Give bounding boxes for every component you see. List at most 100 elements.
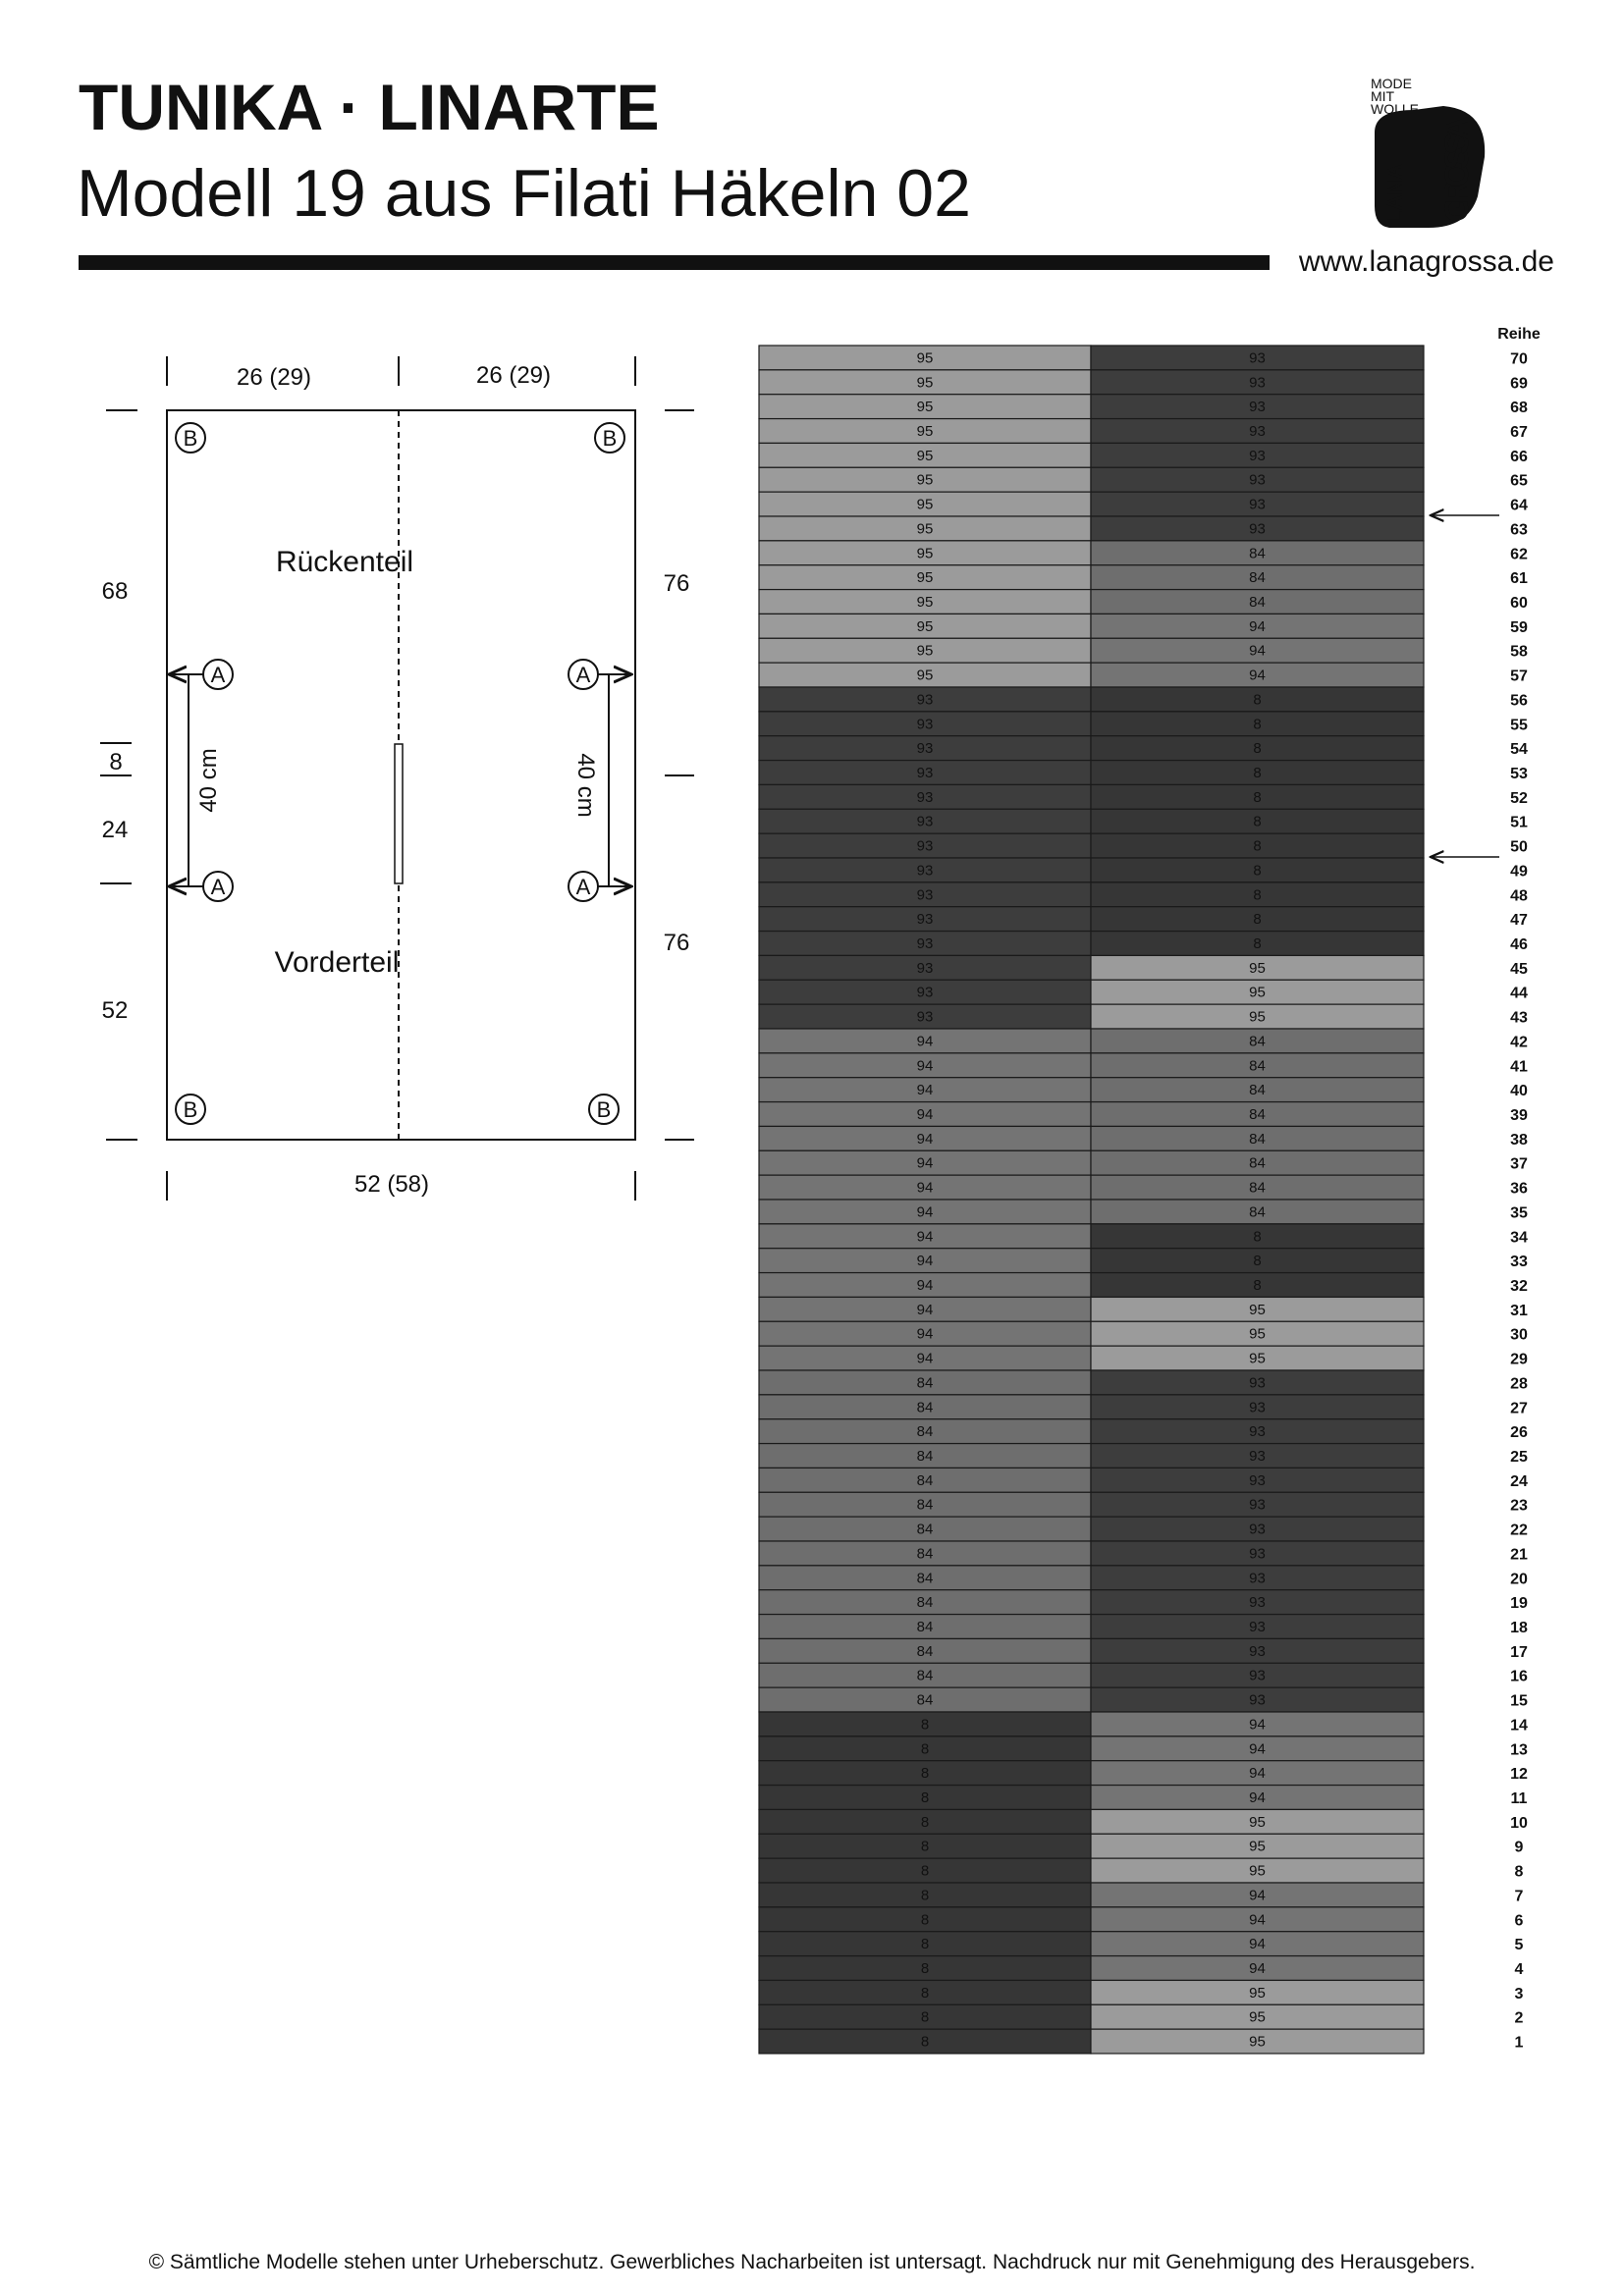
yarn-code: 84 xyxy=(917,1545,934,1562)
yarn-cell xyxy=(758,783,1092,810)
yarn-code: 93 xyxy=(917,691,934,708)
yarn-code: 95 xyxy=(1249,1985,1266,2002)
yarn-code: 8 xyxy=(921,1960,929,1977)
row-number: 17 xyxy=(1510,1644,1528,1661)
row-number: 42 xyxy=(1510,1034,1528,1050)
row-number: 15 xyxy=(1510,1693,1528,1710)
yarn-code: 94 xyxy=(917,1228,934,1245)
row-number: 5 xyxy=(1515,1937,1524,1953)
dim-label: 52 xyxy=(102,997,129,1024)
yarn-cell xyxy=(1090,564,1425,591)
yarn-cell xyxy=(1090,1735,1425,1762)
yarn-cell xyxy=(1090,2003,1425,2030)
row-number: 62 xyxy=(1510,546,1528,562)
row-number: 40 xyxy=(1510,1083,1528,1099)
row-number: 18 xyxy=(1510,1620,1528,1636)
schematic: 26 (29) 26 (29) 52 (58) 68 8 24 52 76 76… xyxy=(100,356,694,1201)
yarn-code: 84 xyxy=(917,1643,934,1660)
slit-label: 40 cm xyxy=(572,753,599,817)
yarn-cell xyxy=(758,1662,1092,1688)
yarn-cell xyxy=(758,1906,1092,1933)
yarn-code: 95 xyxy=(917,423,934,440)
dim-label: 76 xyxy=(664,930,690,956)
yarn-cell xyxy=(1090,881,1425,908)
dim-label: 76 xyxy=(664,570,690,597)
yarn-cell xyxy=(1090,1711,1425,1737)
row-number: 6 xyxy=(1515,1912,1524,1929)
yarn-code: 95 xyxy=(917,618,934,635)
yarn-code: 84 xyxy=(1249,1180,1266,1197)
yarn-code: 93 xyxy=(917,765,934,781)
yarn-code: 84 xyxy=(917,1423,934,1440)
yarn-cell xyxy=(1090,1931,1425,1957)
yarn-cell xyxy=(1090,1760,1425,1787)
yarn-code: 84 xyxy=(917,1594,934,1611)
row-number: 52 xyxy=(1510,790,1528,807)
yarn-code: 95 xyxy=(917,520,934,537)
yarn-cell xyxy=(1090,1100,1425,1128)
logo: MODE MIT WOLLE LANA GROSSA xyxy=(1371,76,1486,228)
yarn-cell xyxy=(758,345,1092,371)
yarn-code: 94 xyxy=(917,1131,934,1148)
yarn-cell xyxy=(758,1613,1092,1640)
yarn-cell xyxy=(1090,686,1425,713)
yarn-cell xyxy=(758,1954,1092,1982)
yarn-code: 8 xyxy=(921,1814,929,1831)
yarn-cell xyxy=(1090,930,1425,957)
yarn-code: 94 xyxy=(917,1057,934,1074)
yarn-code: 93 xyxy=(1249,1619,1266,1635)
yarn-cell xyxy=(758,857,1092,883)
yarn-cell xyxy=(758,930,1092,957)
yarn-cell xyxy=(758,1296,1092,1322)
marker-label: A xyxy=(576,875,591,899)
yarn-cell xyxy=(758,417,1092,445)
yarn-code: 95 xyxy=(1249,1839,1266,1855)
yarn-code: 8 xyxy=(1253,1253,1261,1269)
yarn-code: 94 xyxy=(917,1253,934,1269)
row-number: 64 xyxy=(1510,498,1528,514)
yarn-cell xyxy=(758,1028,1092,1054)
row-number: 59 xyxy=(1510,619,1528,636)
yarn-cell xyxy=(1090,1394,1425,1420)
row-number: 51 xyxy=(1510,815,1528,831)
yarn-cell xyxy=(1090,1833,1425,1859)
row-number: 63 xyxy=(1510,521,1528,538)
yarn-cell xyxy=(758,1100,1092,1128)
row-number: 34 xyxy=(1510,1229,1528,1246)
yarn-cell xyxy=(758,906,1092,933)
yarn-code: 93 xyxy=(917,886,934,903)
logo-tagline: MODE xyxy=(1371,76,1412,91)
yarn-code: 93 xyxy=(1249,1643,1266,1660)
row-number: 4 xyxy=(1515,1961,1524,1978)
yarn-cell xyxy=(758,1149,1092,1176)
row-number: 16 xyxy=(1510,1669,1528,1685)
yarn-code: 94 xyxy=(1249,1740,1266,1757)
row-number: 8 xyxy=(1515,1864,1524,1881)
yarn-code: 8 xyxy=(921,1863,929,1880)
yarn-code: 93 xyxy=(1249,1692,1266,1709)
yarn-code: 8 xyxy=(921,2009,929,2026)
yarn-cell xyxy=(758,1931,1092,1957)
yarn-cell xyxy=(1090,1637,1425,1664)
yarn-code: 8 xyxy=(1253,862,1261,879)
yarn-code: 95 xyxy=(1249,1302,1266,1318)
row-number: 20 xyxy=(1510,1571,1528,1587)
yarn-code: 93 xyxy=(917,911,934,928)
marker-circle xyxy=(202,871,234,902)
yarn-cell xyxy=(1090,1954,1425,1982)
row-number: 11 xyxy=(1511,1790,1528,1807)
slit xyxy=(394,743,404,884)
yarn-code: 95 xyxy=(917,569,934,586)
yarn-cell xyxy=(1090,1979,1425,2005)
yarn-cell xyxy=(1090,491,1425,517)
yarn-cell xyxy=(1090,1296,1425,1322)
part-label: Rückenteil xyxy=(276,546,413,578)
yarn-code: 84 xyxy=(1249,1082,1266,1098)
row-number: 21 xyxy=(1510,1546,1528,1563)
yarn-code: 93 xyxy=(917,1009,934,1026)
row-number: 57 xyxy=(1510,668,1528,685)
row-number: 33 xyxy=(1510,1254,1528,1270)
dim-label: 8 xyxy=(109,749,122,775)
marker-circle xyxy=(588,1094,620,1125)
